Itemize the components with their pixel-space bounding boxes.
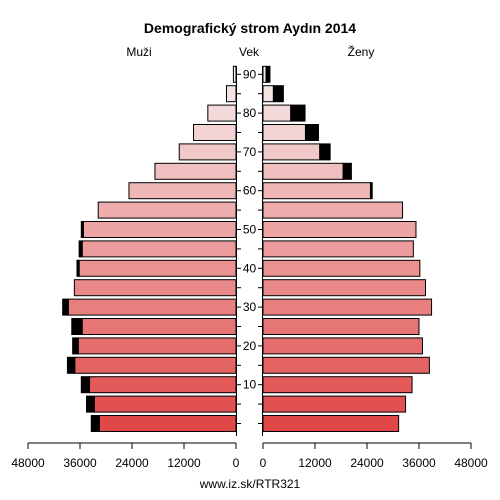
bar-women-60-64 [262,182,371,200]
age-tick-label: 60 [243,184,257,198]
women-x-tick-label: 48000 [454,456,488,470]
bar-men-85-89 [225,85,237,103]
excess-men-30-34 [62,298,69,316]
excess-women-65-69 [342,162,352,180]
bar-men-50-54 [82,221,237,238]
men-x-tick-label: 0 [233,456,240,470]
age-tick-label: 10 [243,378,257,392]
bar-women-30-34 [262,298,433,316]
bar-women-50-54 [262,221,417,238]
women-x-tick-label: 12000 [298,456,332,470]
women-x-tick-label: 36000 [402,456,436,470]
bar-men-5-9 [93,395,237,413]
bar-women-10-14 [262,376,413,394]
bar-men-55-59 [97,201,237,219]
bar-women-75-79 [262,124,306,141]
excess-men-10-14 [80,376,91,394]
source-label: www.iz.sk/RTR321 [199,477,301,491]
bar-women-65-69 [262,162,344,180]
excess-women-70-74 [319,143,331,161]
bars-group [62,65,433,432]
excess-women-60-64 [369,182,373,200]
bar-men-65-69 [154,162,237,180]
excess-women-80-84 [290,104,306,122]
bar-men-10-14 [89,376,237,394]
age-tick-label: 70 [243,145,257,159]
excess-men-20-24 [72,337,79,355]
bar-men-30-34 [67,298,237,316]
excess-women-90+ [265,65,271,83]
bar-men-40-44 [78,259,237,277]
chart-title: Demografický strom Aydın 2014 [144,20,356,36]
age-tick-label: 90 [243,67,257,81]
age-tick-label: 30 [243,300,257,314]
bar-women-15-19 [262,356,430,374]
excess-men-50-54 [80,221,84,238]
axes-group: 10 20 30 40 50 60 70 80 90 48000 36000 24000 12000 0 0… [11,66,488,470]
bar-women-55-59 [262,201,404,219]
bar-men-15-19 [74,356,237,374]
excess-men-40-44 [76,259,80,277]
bar-men-75-79 [193,124,237,141]
excess-men-0-4 [90,415,101,432]
bar-women-35-39 [262,279,426,297]
excess-men-5-9 [86,395,95,413]
bar-men-70-74 [178,143,237,161]
age-tick-label: 80 [243,106,257,120]
excess-women-85-89 [272,85,284,103]
bar-men-90+ [232,65,237,83]
men-x-tick-label: 48000 [11,456,45,470]
bar-women-45-49 [262,240,414,258]
age-tick-label: 20 [243,339,257,353]
bar-women-5-9 [262,395,407,413]
men-x-tick-label: 36000 [63,456,97,470]
men-x-tick-label: 12000 [167,456,201,470]
bar-women-40-44 [262,259,421,277]
excess-men-45-49 [78,240,83,258]
age-tick-label: 40 [243,261,257,275]
excess-women-75-79 [304,124,319,141]
bar-men-20-24 [77,337,237,355]
bar-women-0-4 [262,415,400,432]
bar-women-70-74 [262,143,321,161]
age-tick-label: 50 [243,223,257,237]
bar-men-45-49 [81,240,237,258]
men-label: Muži [126,45,151,59]
age-axis-label: Vek [239,45,260,59]
women-x-tick-label: 0 [260,456,267,470]
bar-women-25-29 [262,318,420,335]
bar-women-85-89 [262,85,274,103]
bar-men-25-29 [81,318,237,335]
bar-women-80-84 [262,104,292,122]
excess-men-25-29 [71,318,83,335]
bar-women-20-24 [262,337,423,355]
bar-men-80-84 [207,104,237,122]
women-label: Ženy [348,44,375,59]
bar-men-60-64 [128,182,237,200]
women-x-tick-label: 24000 [350,456,384,470]
men-x-tick-label: 24000 [115,456,149,470]
bar-men-0-4 [99,415,237,432]
excess-men-15-19 [66,356,76,374]
bar-men-35-39 [73,279,237,297]
